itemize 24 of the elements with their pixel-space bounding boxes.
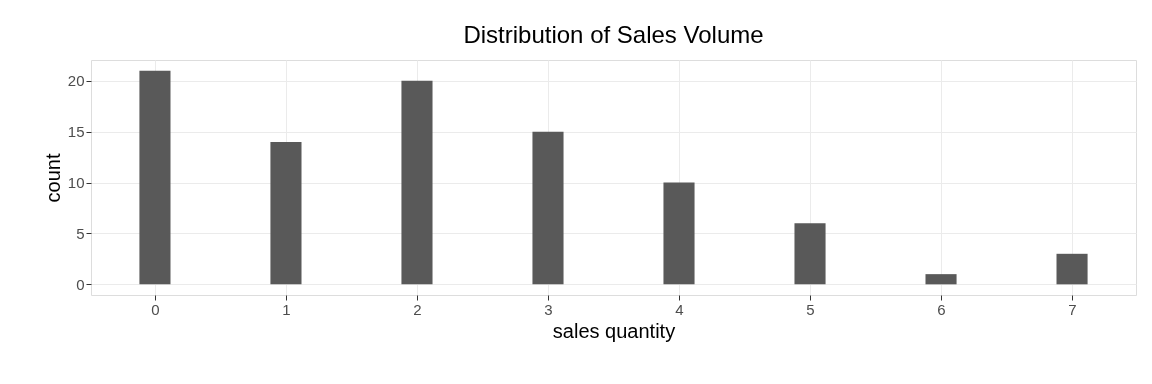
y-axis-title: count bbox=[41, 153, 64, 203]
y-tick-label: 5 bbox=[76, 224, 85, 242]
x-tick-label: 7 bbox=[1068, 300, 1077, 318]
y-tick-label: 0 bbox=[76, 275, 85, 293]
chart-title: Distribution of Sales Volume bbox=[463, 21, 764, 48]
x-axis-title: sales quantity bbox=[552, 319, 676, 342]
x-tick-label: 0 bbox=[151, 300, 160, 318]
bar bbox=[270, 141, 302, 285]
bar bbox=[532, 131, 564, 285]
x-tick-label: 3 bbox=[544, 300, 553, 318]
x-tick-label: 1 bbox=[282, 300, 291, 318]
y-tick-label: 20 bbox=[67, 72, 85, 90]
bar bbox=[1056, 253, 1088, 285]
y-tick-label: 15 bbox=[67, 123, 85, 141]
y-tick-label: 10 bbox=[67, 174, 85, 192]
bar bbox=[663, 182, 695, 285]
bar bbox=[794, 223, 826, 285]
bar bbox=[401, 80, 433, 285]
x-tick-label: 5 bbox=[806, 300, 815, 318]
x-tick-label: 6 bbox=[937, 300, 946, 318]
bar bbox=[139, 70, 171, 285]
x-tick-label: 2 bbox=[413, 300, 422, 318]
x-tick-label: 4 bbox=[675, 300, 684, 318]
bar bbox=[925, 274, 957, 285]
